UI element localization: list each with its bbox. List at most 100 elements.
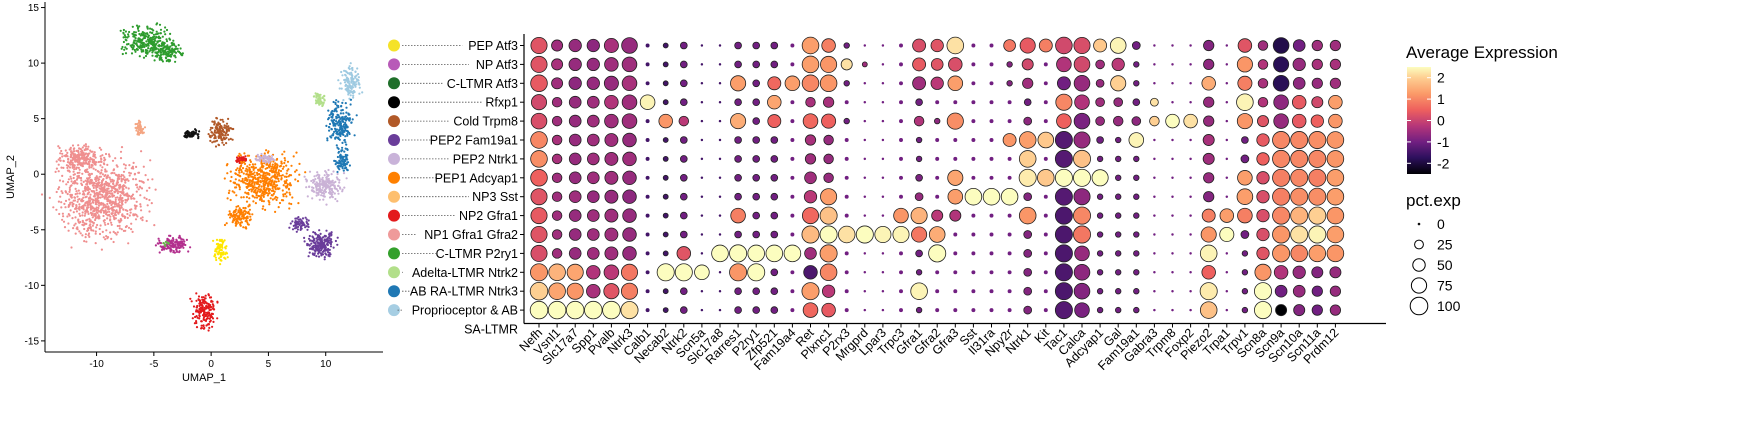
umap-point (91, 220, 94, 224)
umap-point (337, 150, 341, 153)
umap-point (131, 230, 134, 233)
umap-point (72, 155, 76, 158)
umap-point (291, 228, 295, 231)
umap-point (58, 157, 62, 160)
umap-point (151, 42, 154, 45)
dot (604, 94, 619, 110)
dot (915, 155, 923, 163)
umap-point (96, 223, 99, 227)
dot (718, 308, 722, 312)
dot (821, 38, 836, 53)
umap-cluster-4 (312, 92, 326, 108)
dot (1326, 187, 1345, 206)
dot (1043, 251, 1048, 256)
umap-point (195, 292, 198, 295)
umap-point (337, 79, 340, 82)
umap-point (341, 118, 344, 121)
color-tick-label: 1 (1437, 91, 1445, 107)
dot (551, 96, 563, 108)
dot (820, 188, 838, 206)
umap-point (271, 169, 274, 173)
row-color-swatch (388, 96, 400, 109)
dot (1007, 270, 1012, 275)
umap-point (109, 215, 112, 218)
dot (1171, 252, 1174, 255)
umap-point (275, 158, 278, 161)
dot (1237, 38, 1253, 53)
dot (989, 119, 994, 124)
umap-point (73, 166, 76, 169)
umap-point (204, 294, 207, 297)
umap-point (85, 201, 88, 204)
dot (602, 300, 621, 320)
umap-point (125, 47, 128, 50)
umap-point (83, 162, 86, 165)
umap-point (185, 238, 188, 241)
dot (1272, 225, 1291, 244)
umap-point (99, 172, 102, 175)
umap-x-tick-label: 5 (266, 359, 272, 370)
umap-point (267, 183, 270, 186)
row-label: PEP2 Ntrk1 (453, 152, 518, 166)
umap-point (70, 150, 73, 153)
dot (530, 188, 548, 206)
umap-point (266, 163, 269, 166)
umap-point (315, 255, 318, 258)
dot (1018, 131, 1037, 149)
umap-point (218, 247, 221, 250)
umap-point (274, 167, 277, 170)
dot (1274, 284, 1288, 298)
umap-cluster-12 (288, 216, 339, 261)
umap-point (148, 186, 151, 189)
dot (1189, 214, 1192, 217)
umap-point (256, 180, 259, 183)
umap-point (332, 246, 335, 249)
umap-point (55, 167, 59, 170)
dot (621, 113, 638, 129)
umap-point (174, 60, 177, 63)
dot (603, 264, 620, 281)
umap-point (134, 218, 138, 221)
umap-point (73, 164, 76, 167)
umap-point (191, 317, 194, 320)
umap-point (98, 227, 101, 231)
umap-point (229, 127, 232, 130)
dot (662, 250, 669, 257)
umap-point (69, 195, 72, 198)
umap-point (216, 300, 219, 303)
dot (1153, 63, 1156, 66)
umap-point (153, 35, 156, 38)
umap-point (120, 177, 123, 180)
umap-point (247, 191, 250, 195)
umap-point (273, 190, 276, 193)
umap-point (124, 35, 127, 39)
umap-point (205, 324, 208, 327)
umap-point (156, 52, 159, 55)
umap-point (179, 47, 182, 50)
umap-point (84, 143, 87, 146)
dot (863, 289, 867, 293)
dot (881, 271, 885, 274)
umap-point (230, 175, 233, 179)
dot (1006, 80, 1013, 87)
umap-point (111, 159, 115, 162)
umap-point (119, 194, 122, 197)
umap-point (79, 164, 82, 167)
umap-point (339, 157, 342, 160)
umap-point (64, 154, 68, 157)
umap-point (124, 198, 127, 202)
umap-point (74, 160, 77, 163)
umap-point (139, 121, 142, 124)
umap-point (118, 198, 121, 201)
umap-point (265, 149, 268, 152)
umap-point (100, 181, 103, 184)
dot (662, 99, 669, 106)
umap-point (262, 205, 265, 208)
umap-point (193, 322, 196, 325)
umap-point (253, 171, 256, 174)
umap-point (197, 310, 200, 313)
umap-point (332, 100, 335, 104)
dot (1272, 206, 1291, 225)
umap-point (350, 80, 353, 83)
umap-point (172, 242, 175, 245)
